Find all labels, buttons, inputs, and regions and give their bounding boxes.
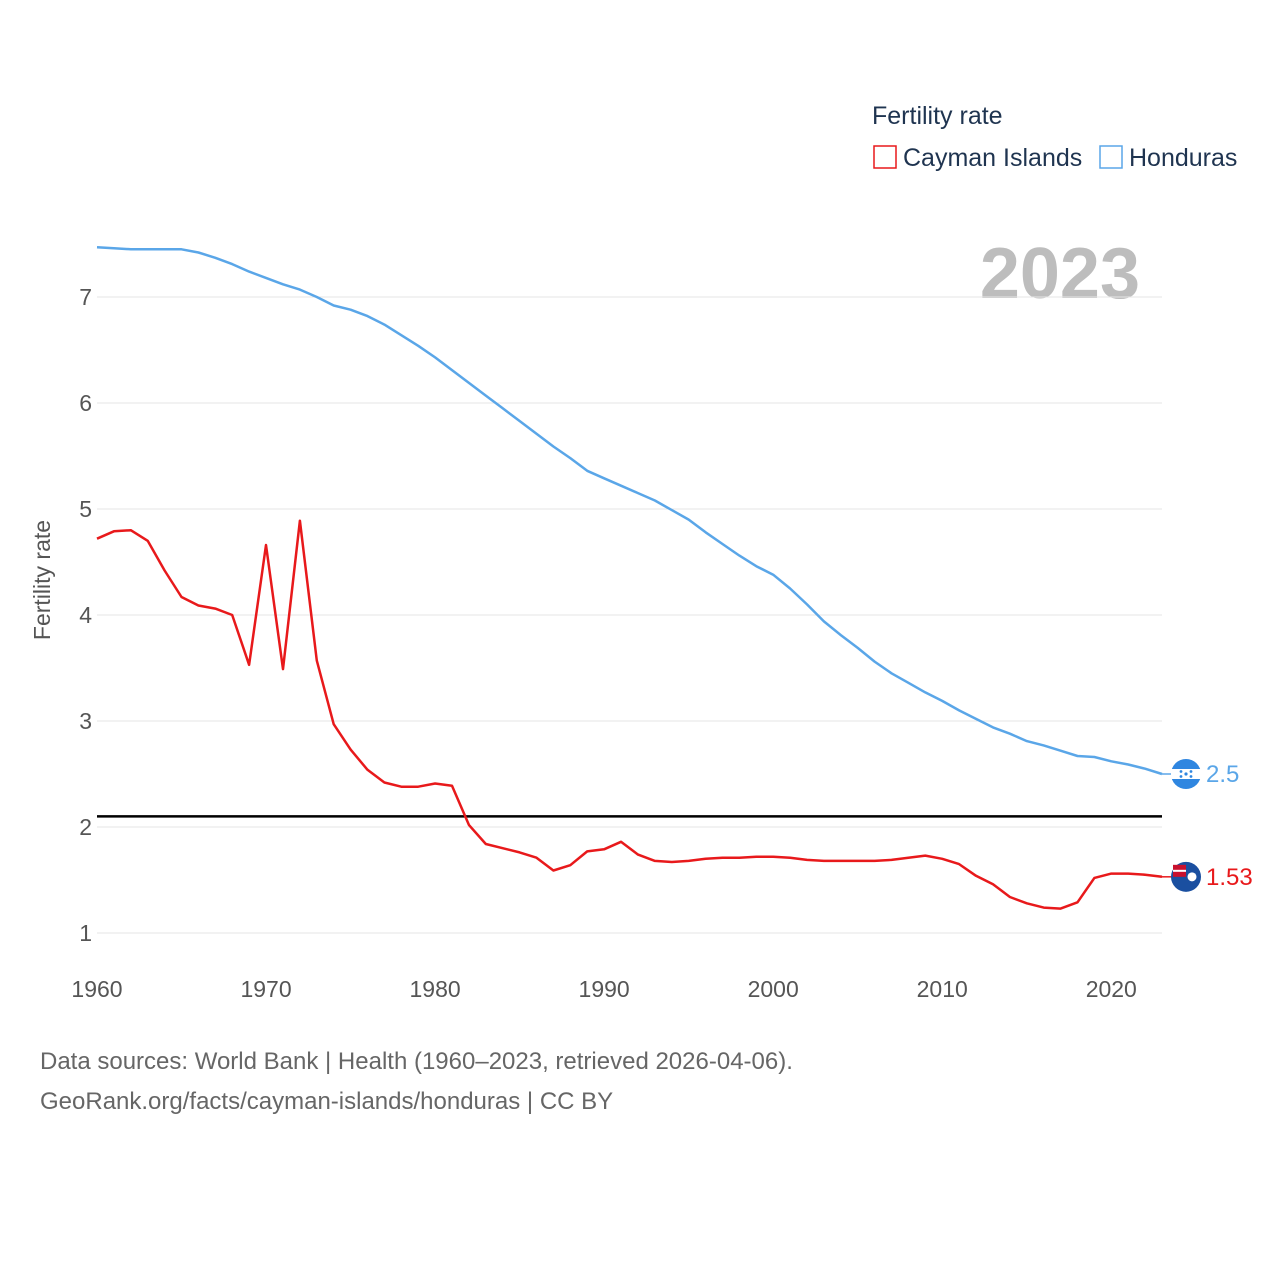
honduras-flag-star — [1179, 770, 1183, 773]
legend-swatch-honduras[interactable] — [1099, 145, 1123, 169]
honduras-flag-star — [1189, 775, 1193, 778]
x-tick-label-2010: 2010 — [917, 976, 968, 1002]
legend-label-honduras[interactable]: Honduras — [1129, 144, 1237, 172]
series-lines — [96, 245, 1163, 910]
y-axis-title: Fertility rate — [29, 520, 55, 640]
honduras-flag-star — [1184, 772, 1188, 776]
x-tick-labels: 1960 1970 1980 1990 2000 2010 2020 — [71, 976, 1136, 1002]
x-tick-label-1970: 1970 — [240, 976, 291, 1002]
honduras-flag-star — [1179, 775, 1183, 778]
footer-attribution[interactable]: GeoRank.org/facts/cayman-islands/hondura… — [40, 1088, 614, 1115]
end-markers: 1.53 2.5 — [1162, 759, 1253, 892]
y-tick-labels: 1 2 3 4 5 6 7 — [79, 284, 92, 946]
fertility-rate-chart: Fertility rate Cayman Islands Honduras 2… — [29, 102, 1253, 1002]
y-tick-label-2: 2 — [79, 814, 92, 840]
y-tick-label-6: 6 — [79, 390, 92, 416]
y-tick-label-5: 5 — [79, 496, 92, 522]
cayman-islands-flag-crest — [1187, 872, 1197, 882]
y-tick-label-3: 3 — [79, 708, 92, 734]
current-year-watermark: 2023 — [980, 234, 1140, 314]
series-line-honduras — [96, 245, 1163, 776]
end-label-cayman-islands: 1.53 — [1206, 864, 1253, 891]
footer-sources: Data sources: World Bank | Health (1960–… — [40, 1048, 793, 1075]
legend-title: Fertility rate — [872, 102, 1003, 130]
legend-swatch-cayman-islands[interactable] — [873, 145, 897, 169]
y-tick-label-4: 4 — [79, 602, 92, 628]
legend-label-cayman-islands[interactable]: Cayman Islands — [903, 144, 1082, 172]
honduras-flag-star — [1189, 770, 1193, 773]
x-tick-label-1960: 1960 — [71, 976, 122, 1002]
series-line-cayman-islands — [96, 519, 1163, 910]
legend: Fertility rate Cayman Islands Honduras — [872, 102, 1237, 172]
end-label-honduras: 2.5 — [1206, 761, 1239, 788]
footer: Data sources: World Bank | Health (1960–… — [40, 1042, 793, 1122]
y-tick-label-1: 1 — [79, 920, 92, 946]
cayman-islands-flag-cross — [1173, 869, 1186, 872]
x-tick-label-1980: 1980 — [410, 976, 461, 1002]
y-tick-label-7: 7 — [79, 284, 92, 310]
x-tick-label-2020: 2020 — [1086, 976, 1137, 1002]
x-tick-label-2000: 2000 — [748, 976, 799, 1002]
x-tick-label-1990: 1990 — [579, 976, 630, 1002]
